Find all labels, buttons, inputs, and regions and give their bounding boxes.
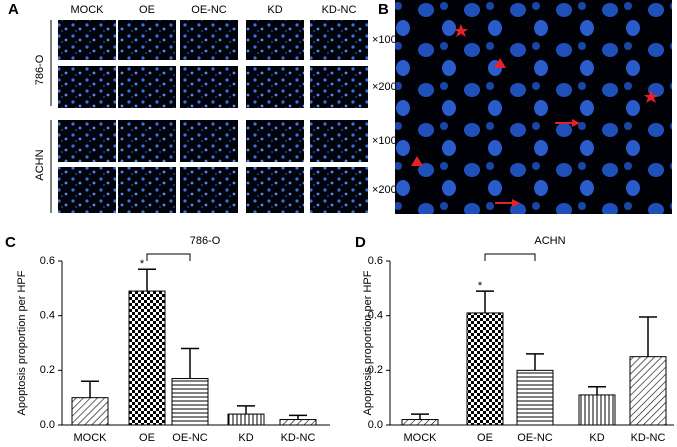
y-tick-label: 0.0 — [40, 419, 55, 431]
markers — [411, 24, 658, 207]
microscopy-image — [180, 66, 238, 108]
x-tick-label: OE — [139, 432, 155, 444]
bar — [401, 419, 439, 426]
microscopy-image — [118, 120, 176, 162]
microscopy-image — [310, 20, 368, 60]
microscopy-image — [246, 120, 304, 162]
magnification-label: ×100 — [372, 135, 397, 147]
bar — [466, 312, 504, 426]
x-tick-label: OE-NC — [517, 432, 553, 444]
cell-line-label: 786-O — [34, 54, 46, 85]
microscopy-image — [310, 120, 368, 162]
significance-bracket — [146, 253, 191, 261]
significance-bracket — [484, 253, 536, 261]
bar — [629, 356, 667, 426]
bar — [171, 378, 209, 426]
microscopy-image — [180, 167, 238, 213]
panel-label: C — [5, 234, 16, 251]
bar — [128, 290, 166, 426]
bar — [578, 394, 616, 426]
panel-label: A — [8, 1, 19, 18]
column-label: KD — [267, 4, 282, 16]
x-tick-label: KD — [238, 432, 253, 444]
column-label: OE-NC — [191, 4, 227, 16]
microscopy-image — [180, 20, 238, 60]
magnification-label: ×200 — [372, 184, 397, 196]
y-tick-label: 0.2 — [40, 364, 55, 376]
y-tick-label: 0.2 — [368, 364, 383, 376]
x-tick-label: OE — [477, 432, 493, 444]
panel-label: D — [355, 234, 366, 251]
microscopy-image — [58, 167, 116, 213]
bar — [227, 413, 265, 426]
microscopy-image — [395, 0, 672, 214]
panel-label: B — [378, 1, 389, 18]
significance-star: * — [478, 280, 483, 292]
x-tick-label: KD-NC — [631, 432, 666, 444]
y-axis-label: Apoptosis proportion per HPF — [362, 270, 374, 415]
chart-title: 786-O — [190, 235, 221, 247]
bar — [279, 419, 317, 426]
column-label: KD-NC — [322, 4, 357, 16]
microscopy-image — [246, 167, 304, 213]
microscopy-image — [118, 167, 176, 213]
x-tick-label: MOCK — [74, 432, 108, 444]
y-axis-label: Apoptosis proportion per HPF — [16, 270, 28, 415]
microscopy-image — [246, 66, 304, 108]
cell-line-label: ACHN — [34, 149, 46, 180]
microscopy-image — [118, 20, 176, 60]
microscopy-image — [118, 66, 176, 108]
column-label: OE — [139, 4, 155, 16]
bar — [71, 397, 109, 426]
y-tick-label: 0.0 — [368, 419, 383, 431]
microscopy-image — [58, 66, 116, 108]
x-tick-label: MOCK — [404, 432, 438, 444]
microscopy-image — [58, 20, 116, 60]
x-tick-label: KD-NC — [281, 432, 316, 444]
magnification-label: ×200 — [372, 81, 397, 93]
y-tick-label: 0.6 — [40, 255, 55, 267]
microscopy-image — [180, 120, 238, 162]
microscopy-image — [310, 66, 368, 108]
x-tick-label: OE-NC — [172, 432, 208, 444]
bar — [516, 369, 554, 426]
y-tick-label: 0.6 — [368, 255, 383, 267]
x-tick-label: KD — [589, 432, 604, 444]
chart-title: ACHN — [534, 235, 565, 247]
microscopy-image — [310, 167, 368, 213]
y-tick-label: 0.4 — [40, 310, 55, 322]
significance-star: * — [140, 258, 145, 270]
microscopy-image — [58, 120, 116, 162]
magnification-label: ×100 — [372, 34, 397, 46]
column-label: MOCK — [71, 4, 105, 16]
microscopy-image — [246, 20, 304, 60]
y-tick-label: 0.4 — [368, 310, 383, 322]
